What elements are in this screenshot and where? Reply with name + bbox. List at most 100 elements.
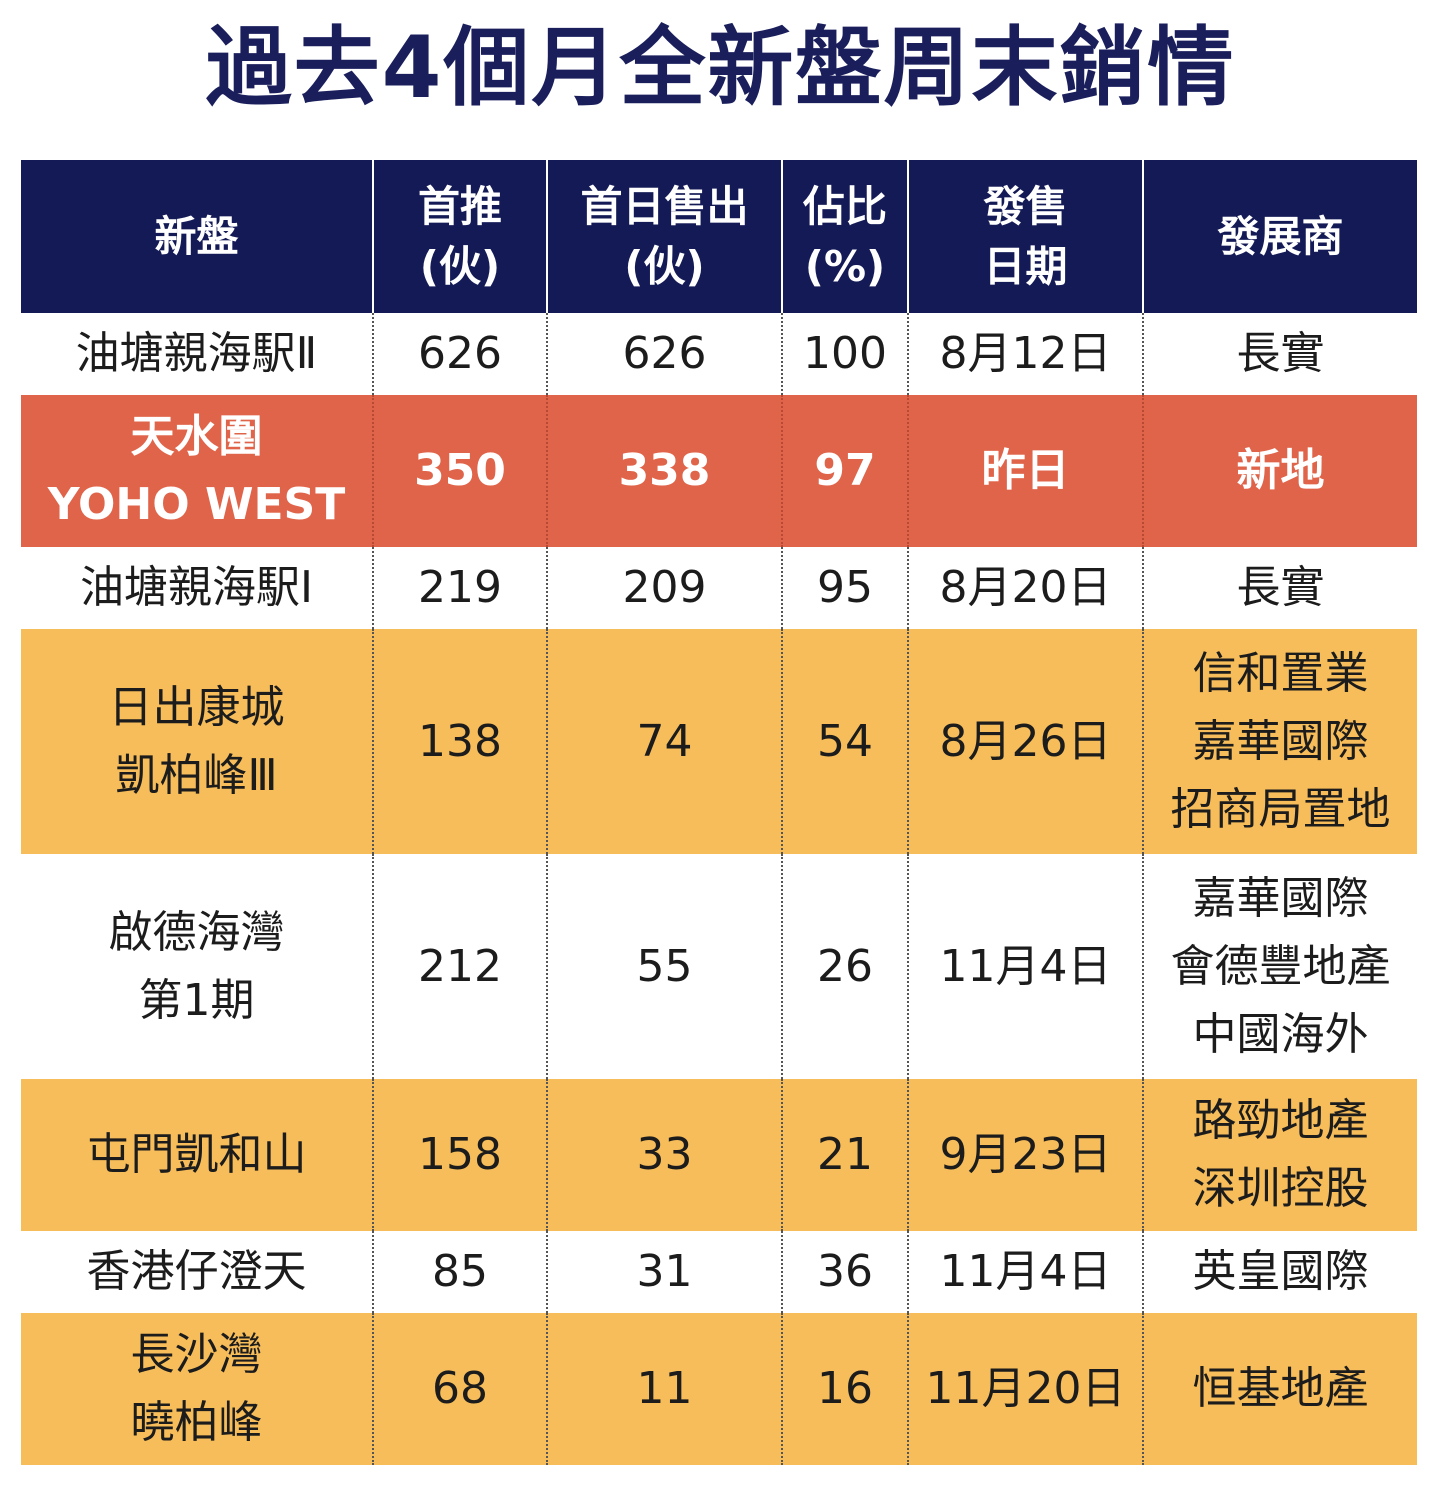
developer-cell-line: 嘉華國際	[1192, 872, 1369, 924]
launched-units-cell: 626	[372, 313, 547, 395]
project-cell: 油塘親海駅Ⅰ	[21, 547, 373, 629]
table-row: 長沙灣 曉柏峰 68 11 16 11月20日 恒基地產	[21, 1313, 1417, 1465]
launch-date-cell: 昨日	[907, 395, 1143, 547]
table-row: 屯門凱和山 158 33 21 9月23日 路勁地產深圳控股	[21, 1079, 1417, 1231]
header-label-line: 新盤	[154, 211, 239, 261]
header-row: 新盤 首推 (伙) 首日售出 (伙) 佔比 (%) 發售日期 發展商	[21, 160, 1417, 313]
project-cell-line: 曉柏峰	[130, 1397, 263, 1448]
table-body: 油塘親海駅Ⅱ 626 626 100 8月12日 長實 天水圍 YOHO WEST 350 338…	[21, 313, 1417, 1465]
table-row: 香港仔澄天 85 31 36 11月4日 英皇國際	[21, 1231, 1417, 1313]
developer-cell-line: 信和置業	[1192, 647, 1369, 699]
developer-cell: 長實	[1142, 547, 1417, 629]
header-label-line: 首推	[417, 181, 502, 231]
sold-units-cell: 626	[546, 313, 782, 395]
launched-units-cell: 138	[372, 629, 547, 854]
project-cell-line: 凱柏峰Ⅲ	[115, 749, 278, 801]
project-cell: 屯門凱和山	[21, 1079, 373, 1231]
project-cell-line: 天水圍	[130, 411, 263, 462]
launched-units-cell: 158	[372, 1079, 547, 1231]
developer-cell-line: 路勁地產	[1192, 1095, 1369, 1146]
developer-cell: 嘉華國際會德豐地產中國海外	[1142, 854, 1417, 1079]
sold-ratio-cell: 26	[781, 854, 908, 1079]
project-cell: 長沙灣 曉柏峰	[21, 1313, 373, 1465]
project-cell-line: YOHO WEST	[47, 479, 346, 530]
table-row: 油塘親海駅Ⅰ 219 209 95 8月20日 長實	[21, 547, 1417, 629]
project-cell-line: 油塘親海駅Ⅱ	[75, 328, 318, 379]
sold-ratio-cell: 36	[781, 1231, 908, 1313]
developer-cell-line: 英皇國際	[1192, 1246, 1369, 1297]
sold-units-cell: 33	[546, 1079, 782, 1231]
launched-units-cell: 212	[372, 854, 547, 1079]
header-label-line: (伙)	[419, 241, 501, 291]
page-title: 過去4個月全新盤周末銷情	[205, 18, 1236, 118]
header-label-line: 發展商	[1217, 211, 1344, 261]
sold-units-cell: 31	[546, 1231, 782, 1313]
sold-units-cell: 74	[546, 629, 782, 854]
header-label-line: (%)	[804, 241, 886, 291]
project-cell-line: 日出康城	[108, 681, 285, 733]
header-date: 發售 日期	[907, 160, 1143, 313]
project-cell: 天水圍 YOHO WEST	[21, 395, 373, 547]
sales-table: 新盤 首推 (伙) 首日售出 (伙) 佔比 (%) 發售 日期 發展商 油塘親海駅Ⅱ 626 626 1…	[21, 160, 1417, 1465]
sold-ratio-cell: 54	[781, 629, 908, 854]
header-label-line: 首日售出	[580, 181, 749, 231]
developer-cell-line: 恒基地產	[1192, 1363, 1369, 1414]
project-cell: 啟德海灣第1期	[21, 854, 373, 1079]
header-launched: 首推 (伙)	[372, 160, 547, 313]
launch-date-cell: 8月12日	[907, 313, 1143, 395]
launch-date-cell: 9月23日	[907, 1079, 1143, 1231]
developer-cell-line: 中國海外	[1192, 1008, 1369, 1060]
launch-date-cell: 11月4日	[907, 854, 1143, 1079]
developer-cell-line: 長實	[1236, 328, 1325, 379]
launched-units-cell: 85	[372, 1231, 547, 1313]
developer-cell: 信和置業嘉華國際招商局置地	[1142, 629, 1417, 854]
project-cell-line: 香港仔澄天	[86, 1246, 307, 1297]
project-cell-line: 屯門凱和山	[86, 1129, 307, 1180]
developer-cell: 長實	[1142, 313, 1417, 395]
launched-units-cell: 350	[372, 395, 547, 547]
developer-cell-line: 長實	[1236, 562, 1325, 613]
sold-ratio-cell: 21	[781, 1079, 908, 1231]
header-sold: 首日售出 (伙)	[546, 160, 782, 313]
project-cell-line: 第1期	[138, 974, 255, 1026]
developer-cell-line: 深圳控股	[1192, 1163, 1369, 1214]
sold-ratio-cell: 95	[781, 547, 908, 629]
sold-units-cell: 55	[546, 854, 782, 1079]
header-developer: 發展商	[1142, 160, 1417, 313]
launch-date-cell: 8月26日	[907, 629, 1143, 854]
header-label-line: (伙)	[624, 241, 705, 291]
project-cell: 香港仔澄天	[21, 1231, 373, 1313]
header-project: 新盤	[21, 160, 373, 313]
developer-cell: 新地	[1142, 395, 1417, 547]
launch-date-cell: 11月4日	[907, 1231, 1143, 1313]
developer-cell: 恒基地產	[1142, 1313, 1417, 1465]
sold-ratio-cell: 16	[781, 1313, 908, 1465]
developer-cell-line: 新地	[1236, 445, 1325, 496]
header-ratio: 佔比 (%)	[781, 160, 908, 313]
project-cell-line: 長沙灣	[130, 1329, 263, 1380]
developer-cell-line: 招商局置地	[1170, 783, 1391, 835]
project-cell: 油塘親海駅Ⅱ	[21, 313, 373, 395]
table-row: 天水圍 YOHO WEST 350 338 97 昨日 新地	[21, 395, 1417, 547]
developer-cell-line: 會德豐地產	[1170, 940, 1391, 992]
header-label-line: 日期	[983, 241, 1068, 291]
project-cell: 日出康城凱柏峰Ⅲ	[21, 629, 373, 854]
sold-units-cell: 338	[546, 395, 782, 547]
table-row: 日出康城 凱柏峰Ⅲ 138 74 54 8月26日 信和置業 嘉華國際 招商局置地	[21, 629, 1417, 854]
launch-date-cell: 11月20日	[907, 1313, 1143, 1465]
sold-units-cell: 209	[546, 547, 782, 629]
sold-ratio-cell: 100	[781, 313, 908, 395]
launch-date-cell: 8月20日	[907, 547, 1143, 629]
developer-cell: 路勁地產 深圳控股	[1142, 1079, 1417, 1231]
table-row: 油塘親海駅Ⅱ 626 626 100 8月12日 長實	[21, 313, 1417, 395]
project-cell-line: 油塘親海駅Ⅰ	[80, 562, 313, 613]
header-label-line: 發售	[983, 181, 1068, 231]
project-cell-line: 啟德海灣	[108, 906, 285, 958]
table-row: 啟德海灣 第1期 212 55 26 11月4日 嘉華國際 會德豐地產 中國海外	[21, 854, 1417, 1079]
header-label-line: 佔比	[802, 181, 887, 231]
launched-units-cell: 68	[372, 1313, 547, 1465]
developer-cell-line: 嘉華國際	[1192, 715, 1369, 767]
sold-ratio-cell: 97	[781, 395, 908, 547]
launched-units-cell: 219	[372, 547, 547, 629]
developer-cell: 英皇國際	[1142, 1231, 1417, 1313]
